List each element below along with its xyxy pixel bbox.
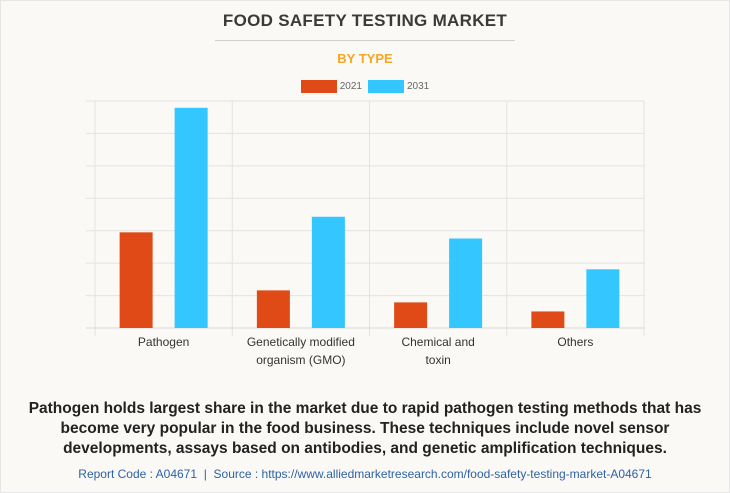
x-tick-label: Others (557, 335, 593, 349)
bar-2021-2 (394, 302, 428, 328)
bar-2031-1 (311, 216, 345, 328)
legend: 2021 2031 (0, 80, 730, 93)
bar-chart: Pathogen Genetically modified organism (GM… (86, 100, 645, 367)
bar-2031-3 (586, 269, 620, 328)
legend-label-2031: 2031 (407, 81, 430, 92)
bar-2021-3 (531, 311, 565, 328)
title-divider (215, 40, 515, 41)
x-tick-label: Chemical and (401, 335, 474, 349)
source-link[interactable]: Source : https://www.alliedmarketresearc… (213, 467, 652, 481)
x-tick-label: organism (GMO) (256, 353, 345, 367)
bar-2021-0 (119, 232, 153, 328)
footer-separator: | (203, 467, 207, 481)
x-tick-label: Genetically modified (247, 335, 355, 349)
x-tick-label: Pathogen (138, 335, 189, 349)
description: Pathogen holds largest share in the mark… (28, 400, 702, 457)
bar-2021-1 (256, 290, 290, 328)
bar-2031-2 (449, 238, 483, 328)
legend-item-2021[interactable]: 2021 (300, 80, 362, 93)
chart-subtitle: BY TYPE (337, 51, 393, 66)
chart-title: FOOD SAFETY TESTING MARKET (222, 11, 508, 30)
report-code: Report Code : A04671 (78, 467, 198, 481)
legend-swatch-2021 (300, 80, 337, 93)
legend-swatch-2031 (368, 80, 404, 93)
x-tick-label: toxin (425, 353, 450, 367)
bar-2031-0 (174, 107, 208, 328)
legend-label-2021: 2021 (339, 81, 362, 92)
legend-item-2031[interactable]: 2031 (368, 80, 429, 93)
footer: Report Code : A04671 | Source : https://… (0, 467, 730, 481)
